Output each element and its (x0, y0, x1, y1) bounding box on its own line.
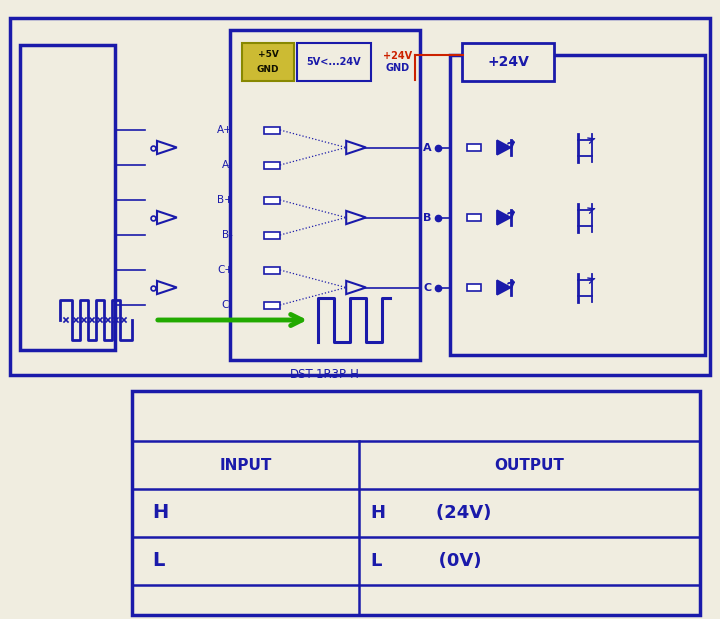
FancyBboxPatch shape (132, 391, 700, 615)
FancyBboxPatch shape (467, 144, 481, 151)
Text: A+: A+ (217, 125, 233, 135)
FancyBboxPatch shape (450, 55, 705, 355)
FancyBboxPatch shape (230, 30, 420, 360)
FancyBboxPatch shape (264, 301, 280, 308)
Text: B+: B+ (217, 195, 233, 205)
Polygon shape (497, 210, 510, 225)
FancyBboxPatch shape (20, 45, 115, 350)
Text: C+: C+ (217, 265, 233, 275)
FancyBboxPatch shape (264, 126, 280, 134)
Text: +5V: +5V (258, 50, 279, 59)
FancyBboxPatch shape (297, 43, 371, 81)
Text: DST-1R3P-H: DST-1R3P-H (290, 368, 360, 381)
Text: H: H (152, 503, 168, 522)
FancyBboxPatch shape (264, 232, 280, 238)
FancyBboxPatch shape (264, 162, 280, 168)
FancyBboxPatch shape (467, 214, 481, 221)
Text: L: L (152, 552, 164, 571)
FancyBboxPatch shape (264, 196, 280, 204)
Text: A: A (423, 142, 431, 152)
Text: +24V: +24V (383, 51, 412, 61)
FancyBboxPatch shape (467, 284, 481, 291)
Text: OUTPUT: OUTPUT (495, 457, 564, 472)
Text: GND: GND (385, 63, 409, 73)
Polygon shape (497, 280, 510, 295)
Text: INPUT: INPUT (220, 457, 271, 472)
Text: +24V: +24V (487, 55, 529, 69)
Text: C: C (423, 282, 431, 293)
Text: B: B (423, 212, 431, 222)
Text: H        (24V): H (24V) (372, 504, 492, 522)
Text: C-: C- (222, 300, 233, 310)
FancyBboxPatch shape (242, 43, 294, 81)
Polygon shape (497, 141, 510, 155)
Text: L         (0V): L (0V) (372, 552, 482, 570)
FancyBboxPatch shape (10, 18, 710, 375)
FancyBboxPatch shape (462, 43, 554, 81)
FancyBboxPatch shape (264, 267, 280, 274)
Text: GND: GND (257, 66, 279, 74)
Text: 5V<...24V: 5V<...24V (307, 57, 361, 67)
Text: A-: A- (222, 160, 233, 170)
Text: B-: B- (222, 230, 233, 240)
